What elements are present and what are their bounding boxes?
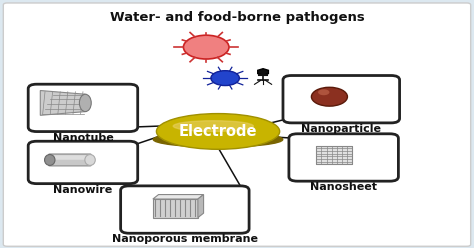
Text: Water- and food-borne pathogens: Water- and food-borne pathogens xyxy=(109,11,365,24)
Text: Electrode: Electrode xyxy=(179,124,257,139)
FancyBboxPatch shape xyxy=(28,141,137,184)
Polygon shape xyxy=(153,194,203,199)
Circle shape xyxy=(211,71,239,86)
FancyBboxPatch shape xyxy=(3,3,471,246)
FancyBboxPatch shape xyxy=(283,75,400,123)
FancyBboxPatch shape xyxy=(28,84,137,132)
Polygon shape xyxy=(258,69,268,75)
Text: Nanosheet: Nanosheet xyxy=(310,182,377,192)
Ellipse shape xyxy=(79,94,91,112)
Ellipse shape xyxy=(45,155,55,165)
FancyBboxPatch shape xyxy=(153,199,198,218)
FancyBboxPatch shape xyxy=(120,186,249,233)
FancyBboxPatch shape xyxy=(289,134,398,181)
Text: Nanotube: Nanotube xyxy=(53,133,113,143)
Ellipse shape xyxy=(173,121,254,131)
Ellipse shape xyxy=(156,114,280,149)
FancyBboxPatch shape xyxy=(316,146,352,164)
Ellipse shape xyxy=(85,155,95,165)
Circle shape xyxy=(183,35,229,59)
Ellipse shape xyxy=(153,132,283,147)
Polygon shape xyxy=(198,194,203,218)
Text: Nanoparticle: Nanoparticle xyxy=(301,124,381,134)
Circle shape xyxy=(318,89,329,95)
Text: Nanoporous membrane: Nanoporous membrane xyxy=(112,234,258,244)
FancyBboxPatch shape xyxy=(49,154,91,166)
Polygon shape xyxy=(40,91,85,115)
Circle shape xyxy=(311,87,347,106)
Text: Nanowire: Nanowire xyxy=(53,185,112,195)
FancyBboxPatch shape xyxy=(50,155,90,160)
